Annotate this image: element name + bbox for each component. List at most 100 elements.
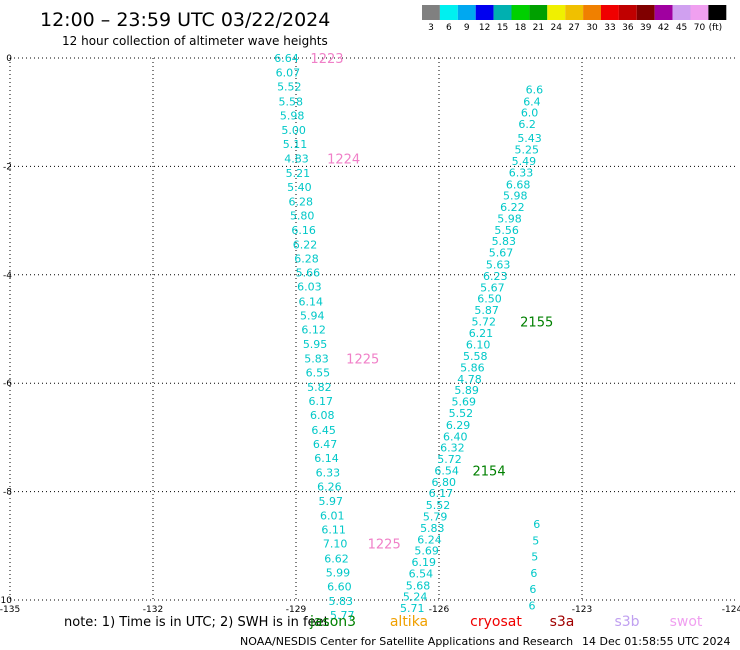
wave-height-value: 5.40 xyxy=(287,181,312,194)
wave-height-value: 6.68 xyxy=(506,178,531,191)
wave-height-value: 5.95 xyxy=(303,338,328,351)
wave-height-value: 5.68 xyxy=(406,579,431,592)
wave-height-value: 5.58 xyxy=(279,95,304,108)
wave-height-value: 5.24 xyxy=(403,591,428,604)
satellite-altika: altika xyxy=(390,614,428,630)
wave-height-value: 6.17 xyxy=(309,395,334,408)
wave-height-value: 5.83 xyxy=(329,595,354,608)
wave-height-value: 5.67 xyxy=(489,247,514,260)
wave-height-value: 5.97 xyxy=(319,495,344,508)
wave-height-value: 6 xyxy=(533,518,540,531)
wave-height-value: 6.54 xyxy=(434,464,459,477)
wave-height-value: 5.71 xyxy=(400,602,425,615)
wave-height-value: 5.21 xyxy=(286,167,311,180)
wave-height-value: 6.16 xyxy=(291,224,316,237)
y-tick-label: -10 xyxy=(0,596,12,606)
wave-height-value: 6.54 xyxy=(409,567,434,580)
wave-height-value: 4.83 xyxy=(284,152,309,165)
colorbar-swatch xyxy=(601,5,619,20)
x-tick-label: -123 xyxy=(572,605,592,615)
colorbar-swatch xyxy=(439,5,458,20)
wave-height-value: 6.07 xyxy=(276,67,301,80)
satellite-cryosat: cryosat xyxy=(470,614,522,630)
colorbar-swatch xyxy=(708,5,727,20)
wave-height-value: 5.83 xyxy=(304,352,329,365)
satellite-s3a: s3a xyxy=(550,614,575,630)
wave-height-value: 6.14 xyxy=(314,452,339,465)
wave-height-value: 6.33 xyxy=(316,467,341,480)
satellite-jason3: jason3 xyxy=(309,614,356,630)
colorbar-swatch xyxy=(636,5,655,20)
wave-height-value: 5.69 xyxy=(452,396,477,409)
y-tick-label: -4 xyxy=(3,271,12,281)
colorbar-label: (ft) xyxy=(709,23,723,33)
colorbar-label: 33 xyxy=(604,23,615,33)
wave-height-value: 6.10 xyxy=(466,339,491,352)
wave-height-values: 6.646.075.525.585.985.005.114.835.215.40… xyxy=(274,52,553,622)
wave-height-value: 6.45 xyxy=(311,424,336,437)
satellite-s3b: s3b xyxy=(614,614,639,630)
wave-height-value: 5.83 xyxy=(420,522,445,535)
wave-height-value: 5.52 xyxy=(426,499,451,512)
pass-time-label: 2154 xyxy=(473,464,506,479)
wave-height-value: 5.80 xyxy=(290,210,315,223)
x-tick-label: -132 xyxy=(143,605,163,615)
wave-height-value: 6.17 xyxy=(429,487,454,500)
colorbar-label: 42 xyxy=(658,23,669,33)
wave-height-value: 5.87 xyxy=(474,304,499,317)
colorbar-swatch xyxy=(493,5,512,20)
wave-height-value: 5.98 xyxy=(280,109,305,122)
colorbar-swatch xyxy=(475,5,494,20)
pass-time-label: 1223 xyxy=(310,52,343,67)
colorbar-swatch xyxy=(565,5,584,20)
wave-height-value: 5.66 xyxy=(296,267,321,280)
wave-height-value: 5.69 xyxy=(414,545,439,558)
x-tick-label: -129 xyxy=(286,605,307,615)
colorbar-swatch xyxy=(690,5,709,20)
colorbar-legend: 3 6 9 12 15 18 21 24 27 30 33 36 39 42 45 70 (ft) xyxy=(422,5,727,33)
y-tick-label: -8 xyxy=(3,488,12,498)
wave-height-value: 5.63 xyxy=(486,259,511,272)
colorbar-label: 18 xyxy=(515,23,527,33)
footer-note: note: 1) Time is in UTC; 2) SWH is in fe… xyxy=(64,615,329,630)
wave-height-value: 4.78 xyxy=(457,373,482,386)
wave-height-value: 6.40 xyxy=(443,430,468,443)
wave-height-value: 5.52 xyxy=(277,81,302,94)
wave-height-value: 6 xyxy=(528,599,535,612)
colorbar-label: 39 xyxy=(640,23,652,33)
wave-height-value: 5.49 xyxy=(512,155,537,168)
colorbar-label: 3 xyxy=(428,23,434,33)
wave-height-value: 6 xyxy=(530,567,537,580)
wave-height-value: 6.28 xyxy=(289,196,314,209)
plot-grid xyxy=(9,57,738,601)
colorbar-label: 21 xyxy=(533,23,544,33)
colorbar-swatch xyxy=(547,5,566,20)
colorbar-swatch xyxy=(618,5,637,20)
colorbar-label: 6 xyxy=(446,23,452,33)
wave-height-value: 6.11 xyxy=(321,524,346,537)
wave-height-value: 5.83 xyxy=(492,235,517,248)
wave-height-value: 6.24 xyxy=(417,533,442,546)
wave-height-value: 5.99 xyxy=(326,566,351,579)
satellite-swot: swot xyxy=(670,614,703,630)
colorbar-label: 30 xyxy=(586,23,598,33)
wave-height-value: 6.29 xyxy=(446,419,471,432)
wave-height-value: 5.00 xyxy=(281,124,306,137)
axis-ticks: -135 -132 -129 -126 -123 -124 0 -2 -4 -6 -8 -10 xyxy=(0,54,740,615)
wave-height-value: 5.58 xyxy=(463,350,488,363)
wave-height-value: 6.6 xyxy=(526,83,544,96)
wave-height-value: 6.03 xyxy=(297,281,322,294)
wave-height-value: 6.47 xyxy=(313,438,338,451)
colorbar-label: 27 xyxy=(568,23,579,33)
y-tick-label: -6 xyxy=(3,379,12,389)
wave-height-value: 6.21 xyxy=(469,327,494,340)
wave-height-value: 5 xyxy=(531,551,538,564)
wave-height-value: 6.62 xyxy=(324,552,349,565)
wave-height-value: 5.56 xyxy=(494,224,519,237)
wave-height-value: 5.82 xyxy=(307,381,332,394)
colorbar-swatch xyxy=(672,5,691,20)
wave-height-value: 6.64 xyxy=(274,52,299,65)
footer-timestamp: 14 Dec 01:58:55 UTC 2024 xyxy=(582,635,730,648)
wave-height-value: 6 xyxy=(529,583,536,596)
